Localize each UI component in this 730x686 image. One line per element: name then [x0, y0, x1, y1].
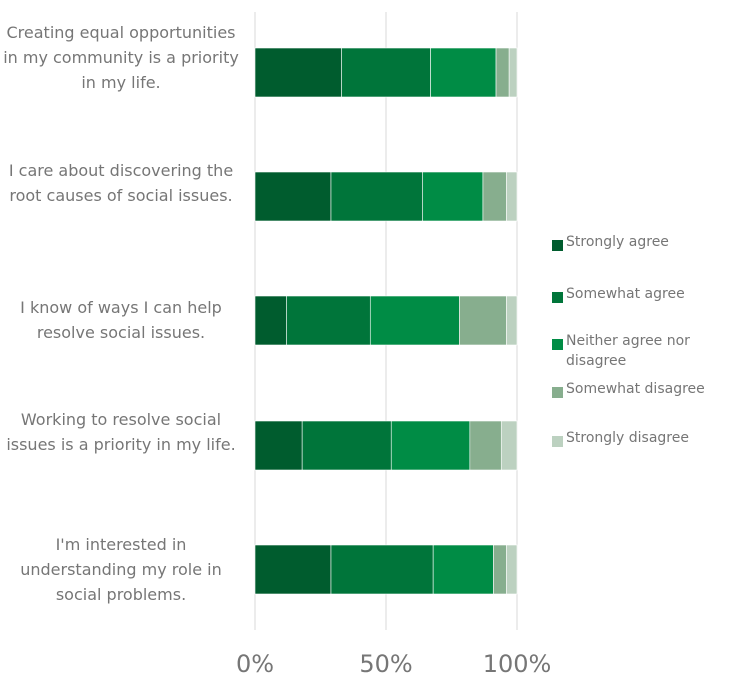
legend-swatch — [552, 240, 563, 251]
legend-label: Strongly disagree — [566, 430, 689, 446]
legend-label: Strongly agree — [566, 234, 669, 250]
bar-segment-3-1 — [301, 420, 392, 471]
category-label-2: I know of ways I can help resolve social… — [20, 298, 222, 342]
bar-segment-0-1 — [341, 47, 431, 98]
legend-label: Neither agree nor disagree — [566, 333, 690, 369]
legend-swatch — [552, 339, 563, 350]
bar-segment-0-3 — [495, 47, 510, 98]
bar-segment-0-0 — [254, 47, 342, 98]
bar-segment-1-1 — [330, 171, 423, 222]
bar-segment-0-2 — [430, 47, 497, 98]
legend-swatch — [552, 387, 563, 398]
bar-segment-2-4 — [506, 295, 518, 346]
bar-segment-3-0 — [254, 420, 303, 471]
bar-segment-4-1 — [330, 544, 434, 595]
bar-segment-1-2 — [422, 171, 484, 222]
legend-label: Somewhat disagree — [566, 381, 705, 397]
bar-segment-3-4 — [500, 420, 518, 471]
x-tick-label-2: 100% — [482, 650, 552, 678]
bar-segment-0-4 — [508, 47, 518, 98]
bar-segment-1-3 — [482, 171, 507, 222]
category-label-0: Creating equal opportunities in my commu… — [3, 23, 239, 92]
bar-segment-4-4 — [506, 544, 518, 595]
bar-segment-4-2 — [432, 544, 494, 595]
bar-segment-1-0 — [254, 171, 332, 222]
bar-segment-2-2 — [369, 295, 460, 346]
legend-swatch — [552, 292, 563, 303]
x-tick-label-0: 0% — [235, 650, 275, 678]
bar-segment-2-1 — [286, 295, 371, 346]
bar-segment-3-3 — [469, 420, 502, 471]
legend-swatch — [552, 436, 563, 447]
bar-segment-2-0 — [254, 295, 287, 346]
bar-segment-4-0 — [254, 544, 332, 595]
category-label-4: I'm interested in understanding my role … — [20, 535, 222, 604]
x-tick-label-1: 50% — [359, 650, 413, 678]
bar-segment-3-2 — [390, 420, 471, 471]
legend-label: Somewhat agree — [566, 286, 685, 302]
bar-segment-2-3 — [459, 295, 507, 346]
bar-segment-4-3 — [493, 544, 507, 595]
category-label-1: I care about discovering the root causes… — [8, 161, 234, 205]
bar-segment-1-4 — [506, 171, 518, 222]
category-label-3: Working to resolve social issues is a pr… — [6, 410, 236, 454]
